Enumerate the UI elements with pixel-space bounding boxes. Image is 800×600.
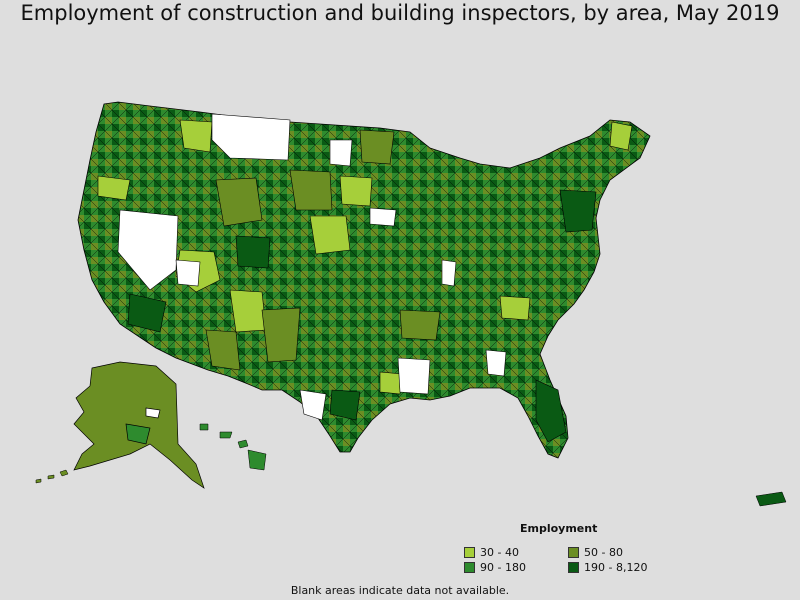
- legend-label: 30 - 40: [480, 546, 519, 559]
- area-shape: [261, 307, 301, 363]
- area-shape: [125, 423, 151, 445]
- island-shape: [199, 423, 209, 431]
- area-shape: [329, 389, 361, 421]
- alaska: [73, 361, 205, 489]
- legend-label: 50 - 80: [584, 546, 623, 559]
- area-shape: [145, 407, 161, 419]
- island-shape: [247, 449, 267, 471]
- area-shape: [229, 289, 267, 333]
- area-shape: [339, 175, 373, 207]
- area-shape: [441, 259, 457, 287]
- aleutian-islands: [35, 469, 69, 484]
- map-title: Employment of construction and building …: [20, 1, 780, 25]
- island-shape: [755, 491, 787, 507]
- area-shape: [235, 235, 271, 269]
- island-shape: [219, 431, 233, 439]
- area-shape: [379, 371, 403, 395]
- legend-label: 90 - 180: [480, 561, 526, 574]
- area-shape: [499, 295, 531, 321]
- area-shape: [117, 209, 179, 291]
- region-50-80: [205, 129, 441, 371]
- island-shape: [35, 478, 42, 484]
- area-shape: [535, 379, 567, 443]
- area-shape: [609, 121, 633, 151]
- area-shape: [175, 259, 201, 287]
- region-30-40: [97, 119, 633, 395]
- area-shape: [485, 349, 507, 377]
- area-shape: [215, 177, 263, 227]
- island-shape: [237, 439, 249, 449]
- footnote: Blank areas indicate data not available.: [290, 584, 510, 597]
- area-shape: [127, 293, 167, 333]
- legend-item-30-40: 30 - 40: [464, 546, 519, 559]
- area-shape: [329, 139, 353, 167]
- region-190-8120: [127, 189, 597, 443]
- area-shape: [399, 309, 441, 341]
- area-shape: [205, 329, 241, 371]
- puerto-rico: [755, 491, 787, 507]
- area-shape: [309, 215, 351, 255]
- island-shape: [47, 474, 55, 480]
- area-shape: [179, 119, 213, 153]
- legend-label: 190 - 8,120: [584, 561, 648, 574]
- alaska-shape: [73, 361, 205, 489]
- legend-swatch: [464, 562, 475, 573]
- area-shape: [97, 175, 131, 201]
- legend-swatch: [464, 547, 475, 558]
- map-legend: Employment 30 - 40 50 - 80 90 - 180 190 …: [462, 520, 662, 580]
- legend-item-50-80: 50 - 80: [568, 546, 623, 559]
- us-area-map: [35, 101, 787, 507]
- legend-swatch: [568, 562, 579, 573]
- area-shape: [359, 129, 395, 165]
- area-shape: [289, 169, 333, 211]
- area-shape: [369, 207, 397, 227]
- island-shape: [59, 469, 69, 477]
- legend-title: Employment: [520, 522, 598, 535]
- area-shape: [559, 189, 597, 233]
- area-shape: [211, 113, 291, 161]
- area-shape: [397, 357, 431, 395]
- no-data-areas: [117, 113, 507, 421]
- hawaii: [199, 423, 267, 471]
- legend-item-90-180: 90 - 180: [464, 561, 526, 574]
- legend-swatch: [568, 547, 579, 558]
- area-shape: [299, 389, 327, 421]
- legend-item-190-8120: 190 - 8,120: [568, 561, 647, 574]
